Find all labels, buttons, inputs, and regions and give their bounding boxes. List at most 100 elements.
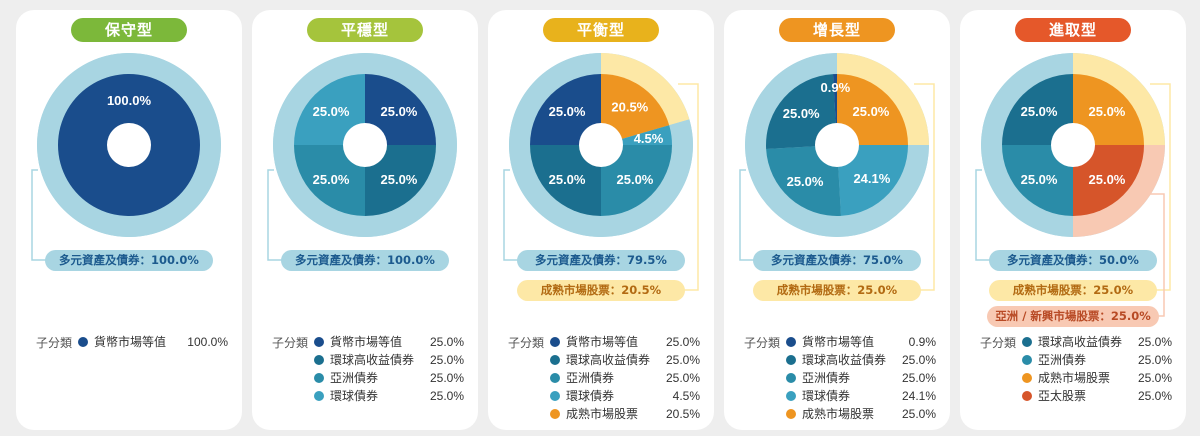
slice-label: 25.0% [313,104,350,119]
legend-swatch [786,409,796,419]
ring-tag: 成熟市場股票：20.5% [517,280,685,301]
legend-value: 0.9% [908,335,936,349]
legend-value: 25.0% [665,335,700,349]
legend-value: 4.5% [672,389,700,403]
sub-category-label: 子分類 [508,336,545,350]
legend-name: 貨幣市場等值 [802,335,875,349]
donut-hole [579,123,623,167]
legend-item: 亞洲債券 25.0% [1022,351,1172,369]
legend-swatch [786,337,796,347]
pie-slice [530,74,601,145]
legend-swatch [550,337,560,347]
slice-label: 25.0% [617,172,654,187]
legend-value: 24.1% [901,389,936,403]
ring-connector [678,83,699,291]
allocation-pie: 100.0% [31,53,221,261]
legend-swatch [786,355,796,365]
portfolio-card: 增長型 25.0% 24.1% 25.0% 25.0% 0.9% 多元資產及債券：75.0%… [724,10,950,430]
pie-slice [1073,74,1144,145]
legend-name: 環球高收益債券 [1038,335,1123,349]
legend-name: 環球高收益債券 [802,353,887,367]
legend-name: 亞洲債券 [330,371,379,385]
legend-swatch [314,373,324,383]
ring-connector [31,169,46,261]
ring-tag: 多元資產及債券：100.0% [281,250,449,271]
pie-slice [1002,74,1073,145]
donut-hole [1051,123,1095,167]
ring-tag: 成熟市場股票：25.0% [989,280,1157,301]
donut-hole [343,123,387,167]
legend-value: 100.0% [187,335,228,349]
pie-slice [766,145,842,216]
ring-connector [1150,83,1171,291]
ring-tag: 成熟市場股票：25.0% [753,280,921,301]
legend: 貨幣市場等值 0.9% 環球高收益債券 25.0% 亞洲債券 25.0% 環球債券 24.1%… [786,333,936,423]
ring-connector [503,169,518,261]
legend-swatch [550,391,560,401]
slice-label: 24.1% [853,171,890,186]
legend-item: 環球高收益債券 25.0% [786,351,936,369]
pie-slice [294,74,365,145]
legend-name: 貨幣市場等值 [330,335,403,349]
sub-category-label: 子分類 [744,336,781,350]
legend-swatch [1022,391,1032,401]
legend-item: 環球債券 4.5% [550,387,700,405]
pie-slice [601,74,670,145]
legend-swatch [786,373,796,383]
portfolio-title: 增長型 [779,18,895,42]
legend-name: 環球債券 [566,389,615,403]
legend-item: 成熟市場股票 20.5% [550,405,700,423]
slice-label: 25.0% [313,172,350,187]
slice-label: 25.0% [1021,104,1058,119]
legend: 貨幣市場等值 100.0% [78,333,228,351]
legend-item: 環球債券 25.0% [314,387,464,405]
portfolio-title: 進取型 [1015,18,1131,42]
sub-category-label: 子分類 [36,336,73,350]
portfolio-title: 平衡型 [543,18,659,42]
legend-value: 25.0% [429,389,464,403]
allocation-pie: 20.5% 4.5% 25.0% 25.0% 25.0% [503,53,699,291]
portfolio-title: 平穩型 [307,18,423,42]
allocation-pie: 25.0% 25.0% 25.0% 25.0% [267,53,457,261]
ring-connector [1150,193,1165,317]
legend-item: 亞洲債券 25.0% [550,369,700,387]
legend-value: 25.0% [1137,335,1172,349]
legend-swatch [550,373,560,383]
slice-label: 25.0% [1089,172,1126,187]
ring-connector [739,169,754,261]
legend-value: 25.0% [901,371,936,385]
slice-label: 25.0% [783,106,820,121]
ring-tag: 多元資產及債券：75.0% [753,250,921,271]
ring-connector [975,169,990,261]
slice-label: 25.0% [1021,172,1058,187]
legend-item: 貨幣市場等值 25.0% [550,333,700,351]
legend-swatch [786,391,796,401]
legend-value: 25.0% [1137,353,1172,367]
pie-slice [837,74,908,145]
donut-hole [107,123,151,167]
donut-hole [815,123,859,167]
legend-swatch [314,391,324,401]
legend-value: 25.0% [665,353,700,367]
slice-label: 25.0% [381,104,418,119]
legend-item: 環球高收益債券 25.0% [314,351,464,369]
portfolio-card: 保守型 100.0% 多元資產及債券：100.0% 子分類 貨幣市場等值 100.0% [16,10,242,430]
legend-name: 環球高收益債券 [330,353,415,367]
allocation-pie: 25.0%24.1%25.0%25.0%0.9% [739,53,935,291]
ring-connector [267,169,282,261]
legend-item: 成熟市場股票 25.0% [1022,369,1172,387]
pie-slice [1073,145,1144,216]
legend-value: 25.0% [901,353,936,367]
legend: 貨幣市場等值 25.0% 環球高收益債券 25.0% 亞洲債券 25.0% 環球債券 25.0… [314,333,464,405]
legend-name: 貨幣市場等值 [94,335,167,349]
slice-label: 25.0% [549,172,586,187]
legend-item: 環球高收益債券 25.0% [550,351,700,369]
legend-item: 環球高收益債券 25.0% [1022,333,1172,351]
legend-value: 25.0% [429,353,464,367]
legend-item: 亞洲債券 25.0% [786,369,936,387]
pie-slice [1002,145,1073,216]
legend-name: 環球債券 [802,389,851,403]
pie-slice [837,145,908,216]
legend-name: 亞洲債券 [1038,353,1087,367]
ring-connector [914,83,935,291]
